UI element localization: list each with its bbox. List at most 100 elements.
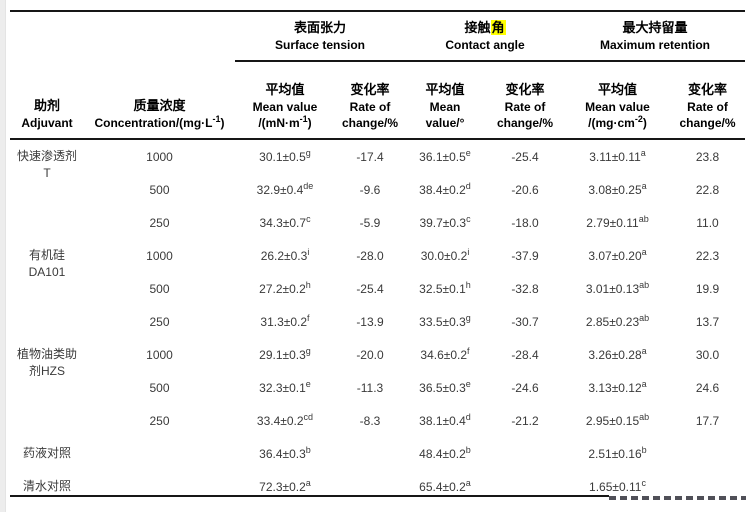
superscript: -2 <box>634 114 643 124</box>
surface-tension-mean: 32.3±0.1e <box>259 378 311 395</box>
contact-angle-rate: -30.7 <box>511 314 539 329</box>
contact-angle-mean: 32.5±0.1h <box>419 279 471 296</box>
contact-angle-rate: -18.0 <box>511 215 539 230</box>
header-ca-mean: 平均值 Mean value/° <box>405 61 485 140</box>
contact-angle-mean: 39.7±0.3c <box>419 213 471 230</box>
table-row: 250 31.3±0.2f -13.9 33.5±0.3g -30.7 2.85… <box>10 305 745 338</box>
header-st-rate: 变化率 Rate of change/% <box>335 61 405 140</box>
significance-letter: b <box>465 444 471 455</box>
contact-angle-mean: 36.1±0.5e <box>419 147 471 164</box>
surface-tension-mean: 29.1±0.3g <box>259 345 311 362</box>
header-sub-row: 平均值 Mean value /(mN·m-1) 变化率 Rate of cha… <box>10 61 746 140</box>
contact-angle-rate: -21.2 <box>511 413 539 428</box>
significance-letter: b <box>641 444 647 455</box>
significance-letter: g <box>305 345 311 356</box>
zh-label: 接触角 <box>464 20 506 35</box>
en-label: Maximum retention <box>600 38 711 52</box>
significance-letter: i <box>307 246 310 257</box>
header-mr-rate: 变化率 Rate of change/% <box>670 61 746 140</box>
retention-rate: 19.9 <box>695 281 720 296</box>
significance-letter: a <box>305 477 311 488</box>
contact-angle-mean: 34.6±0.2f <box>420 345 470 362</box>
surface-tension-rate <box>335 437 405 470</box>
concentration-value: 500 <box>149 182 170 197</box>
surface-tension-rate: -17.4 <box>356 149 384 164</box>
table-bottom-rule <box>10 495 609 497</box>
concentration-value <box>84 470 235 503</box>
contact-angle-mean: 38.4±0.2d <box>419 180 471 197</box>
adjuvant-name: 清水对照 <box>22 479 71 493</box>
header-surface-tension-group: 表面张力 Surface tension <box>235 10 405 62</box>
surface-tension-mean: 36.4±0.3b <box>259 444 311 461</box>
en-label: Concentration/(mg·L-1) <box>94 114 225 131</box>
table-row: 清水对照 72.3±0.2a 65.4±0.2a 1.65±0.11c <box>10 470 745 503</box>
table-header: 助剂 Adjuvant 质量浓度 Concentration/(mg·L-1) … <box>10 10 746 140</box>
surface-tension-mean: 72.3±0.2a <box>259 477 311 494</box>
surface-tension-mean: 31.3±0.2f <box>260 312 310 329</box>
header-mr-mean: 平均值 Mean value /(mg·cm-2) <box>565 61 670 140</box>
header-max-retention-group: 最大持留量 Maximum retention <box>565 10 746 62</box>
adjuvant-properties-table: 助剂 Adjuvant 质量浓度 Concentration/(mg·L-1) … <box>10 10 746 503</box>
header-ca-rate: 变化率 Rate of change/% <box>485 61 565 140</box>
retention-rate: 23.8 <box>695 149 720 164</box>
retention-mean: 3.01±0.13ab <box>585 279 650 296</box>
retention-mean: 3.26±0.28a <box>588 345 647 362</box>
retention-mean: 2.79±0.11ab <box>586 213 649 230</box>
retention-mean: 1.65±0.11c <box>589 477 646 494</box>
surface-tension-rate: -9.6 <box>359 182 381 197</box>
significance-letter: a <box>641 246 647 257</box>
significance-letter: cd <box>303 411 314 422</box>
significance-letter: b <box>305 444 311 455</box>
contact-angle-rate: -32.8 <box>511 281 539 296</box>
en-label: Adjuvant <box>21 116 73 130</box>
significance-letter: de <box>303 180 314 191</box>
surface-tension-rate: -11.3 <box>356 380 384 395</box>
contact-angle-mean: 65.4±0.2a <box>419 477 471 494</box>
retention-mean: 3.13±0.12a <box>588 378 647 395</box>
contact-angle-rate <box>485 470 565 503</box>
significance-letter: e <box>465 147 471 158</box>
concentration-value: 1000 <box>146 149 173 164</box>
table-body: 快速渗透剂 T 1000 30.1±0.5g -17.4 36.1±0.5e -2… <box>10 139 745 503</box>
concentration-value <box>84 437 235 470</box>
adjuvant-name: 快速渗透剂 T <box>16 149 77 180</box>
significance-letter: ab <box>639 279 650 290</box>
table-row: 250 34.3±0.7c -5.9 39.7±0.3c -18.0 2.79±… <box>10 206 745 239</box>
contact-angle-rate <box>485 437 565 470</box>
zh-label: 最大持留量 <box>622 20 688 35</box>
surface-tension-mean: 27.2±0.2h <box>259 279 311 296</box>
significance-letter: f <box>467 345 470 356</box>
significance-letter: e <box>305 378 311 389</box>
retention-mean: 2.51±0.16b <box>588 444 647 461</box>
concentration-value: 1000 <box>146 347 173 362</box>
contact-angle-rate: -20.6 <box>511 182 539 197</box>
retention-mean: 2.85±0.23ab <box>585 312 650 329</box>
surface-tension-rate: -8.3 <box>359 413 381 428</box>
retention-rate: 24.6 <box>695 380 720 395</box>
significance-letter: d <box>465 180 471 191</box>
header-group-row: 助剂 Adjuvant 质量浓度 Concentration/(mg·L-1) … <box>10 10 746 140</box>
concentration-value: 250 <box>149 215 170 230</box>
contact-angle-rate: -28.4 <box>511 347 539 362</box>
surface-tension-mean: 33.4±0.2cd <box>256 411 314 428</box>
significance-letter: a <box>640 147 646 158</box>
page-edge <box>0 0 6 512</box>
surface-tension-rate: -5.9 <box>359 215 381 230</box>
significance-letter: i <box>467 246 470 257</box>
concentration-value: 500 <box>149 281 170 296</box>
significance-letter: ab <box>639 312 650 323</box>
surface-tension-rate: -20.0 <box>356 347 384 362</box>
significance-letter: d <box>465 411 471 422</box>
retention-rate: 13.7 <box>695 314 720 329</box>
contact-angle-rate: -37.9 <box>511 248 539 263</box>
header-contact-angle-group: 接触角 Contact angle <box>405 10 565 62</box>
concentration-value: 500 <box>149 380 170 395</box>
table-row: 药液对照 36.4±0.3b 48.4±0.2b 2.51±0.16b <box>10 437 745 470</box>
superscript: -1 <box>299 114 308 124</box>
retention-rate <box>670 437 745 470</box>
table-row: 250 33.4±0.2cd -8.3 38.1±0.4d -21.2 2.95… <box>10 404 745 437</box>
surface-tension-rate: -28.0 <box>356 248 384 263</box>
surface-tension-rate: -13.9 <box>356 314 384 329</box>
surface-tension-mean: 26.2±0.3i <box>260 246 310 263</box>
